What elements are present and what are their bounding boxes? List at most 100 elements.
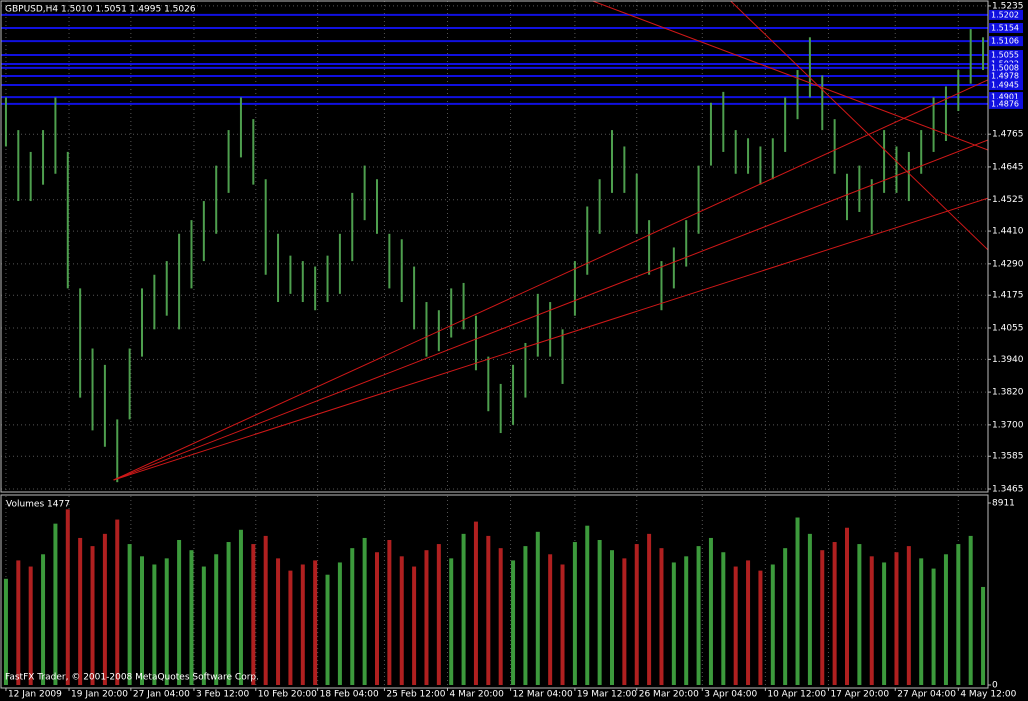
levels xyxy=(1,13,988,105)
volume-bar xyxy=(263,535,268,685)
volume-bar xyxy=(177,539,182,685)
labels: 1.5235 1.4765 1.4645 1.4525 1.4410 1.4290 1.41… xyxy=(5,1,1024,700)
level-label-box xyxy=(989,9,1023,20)
y-tick-label: 1.3585 xyxy=(992,452,1024,462)
volume-bar xyxy=(16,560,21,685)
volume-bar xyxy=(684,556,689,685)
y-tick-label: 1.3940 xyxy=(992,355,1024,365)
volume-bar xyxy=(535,531,540,685)
x-tick-label: 3 Feb 12:00 xyxy=(196,690,250,700)
volume-bar xyxy=(362,537,367,685)
x-tick-label: 12 Mar 04:00 xyxy=(513,690,573,700)
trendline xyxy=(113,197,988,481)
volume-bar xyxy=(325,574,330,685)
volume-bar xyxy=(78,537,83,685)
volume-bar xyxy=(313,560,318,685)
volume-bar xyxy=(65,509,70,685)
volume-bar xyxy=(127,544,132,685)
y-tick-label: 1.4645 xyxy=(992,162,1024,172)
volume-bar xyxy=(201,566,206,685)
trendline xyxy=(729,1,988,251)
volume-bar xyxy=(436,544,441,685)
volume-bar xyxy=(708,537,713,685)
level-label-box xyxy=(989,80,1023,91)
x-tick-label: 17 Apr 20:00 xyxy=(830,690,889,700)
trendlines xyxy=(113,1,988,481)
x-tick-label: 26 Mar 20:00 xyxy=(639,690,699,700)
volume-bar xyxy=(671,562,676,685)
volume-bar xyxy=(845,527,849,685)
volume-bar xyxy=(461,533,466,685)
volume-bar xyxy=(572,542,577,685)
level-label-box xyxy=(989,23,1023,34)
x-tick-label: 4 Mar 20:00 xyxy=(450,690,505,700)
volume-bar xyxy=(956,544,961,685)
x-tick-label: 12 Jan 2009 xyxy=(8,690,62,700)
x-tick-label: 18 Feb 04:00 xyxy=(320,690,379,700)
level-label: 1.5008 xyxy=(991,63,1019,72)
volume-bars xyxy=(3,509,986,685)
trendline xyxy=(113,139,988,481)
volume-bar xyxy=(622,558,627,685)
volume-bar xyxy=(140,556,144,685)
volume-bar xyxy=(882,562,887,685)
volume-bar xyxy=(102,533,107,685)
x-tick-label: 10 Apr 12:00 xyxy=(767,690,826,700)
volume-bar xyxy=(53,523,58,685)
volume-bar xyxy=(90,546,95,685)
volume-bar xyxy=(28,566,33,685)
volume-bar xyxy=(857,544,862,685)
volume-bar xyxy=(746,560,751,685)
volume-bar xyxy=(300,564,305,685)
level-label: 1.5106 xyxy=(991,37,1019,46)
volume-bar xyxy=(659,548,664,685)
volume-bar xyxy=(795,517,800,685)
chart-title: GBPUSD,H4 1.5010 1.5051 1.4995 1.5026 xyxy=(5,5,196,15)
level-label-box xyxy=(989,98,1023,109)
volume-bar xyxy=(560,564,565,685)
volume-bar xyxy=(943,554,948,685)
volume-bar xyxy=(115,519,120,685)
level-label: 1.5154 xyxy=(991,24,1019,33)
volume-bar xyxy=(498,548,503,685)
volume-bar xyxy=(647,533,652,685)
volume-bar xyxy=(832,542,837,685)
volume-title: Volumes 1477 xyxy=(6,500,70,510)
level-label: 1.4945 xyxy=(991,81,1019,90)
volume-bar xyxy=(164,558,169,685)
main-frame xyxy=(0,0,989,493)
level-label: 1.5055 xyxy=(991,51,1019,60)
y-tick-label: 1.5235 xyxy=(992,1,1024,11)
trendline xyxy=(113,79,988,481)
level-label-box xyxy=(989,62,1023,73)
volume-bar xyxy=(337,562,342,685)
volume-bar xyxy=(350,548,355,685)
volume-bar xyxy=(906,546,911,685)
volume-bar xyxy=(238,529,243,685)
volume-bar xyxy=(634,544,639,685)
volume-bar xyxy=(387,539,392,685)
level-label: 1.4978 xyxy=(991,72,1019,81)
volume-bar xyxy=(894,552,899,685)
volume-frame xyxy=(0,494,989,689)
volume-bar xyxy=(251,544,256,685)
volume-tick-label: 0 xyxy=(992,681,998,691)
volume-bar xyxy=(486,535,491,685)
volume-bar xyxy=(449,558,454,685)
trendline xyxy=(591,1,988,151)
volume-bar xyxy=(548,554,553,685)
level-label-box xyxy=(989,92,1023,103)
level-label: 1.4876 xyxy=(991,99,1019,108)
volume-bar xyxy=(758,570,763,685)
volume-bar xyxy=(288,570,293,685)
y-tick-label: 1.3700 xyxy=(992,420,1024,430)
level-label-box xyxy=(989,36,1023,47)
volume-bar xyxy=(968,535,973,685)
volume-bar xyxy=(375,552,379,685)
volume-bar xyxy=(424,550,429,685)
x-tick-label: 27 Apr 04:00 xyxy=(897,690,956,700)
x-tick-label: 25 Feb 12:00 xyxy=(386,690,445,700)
y-tick-label: 1.3465 xyxy=(992,484,1024,494)
level-label-box xyxy=(989,50,1023,61)
